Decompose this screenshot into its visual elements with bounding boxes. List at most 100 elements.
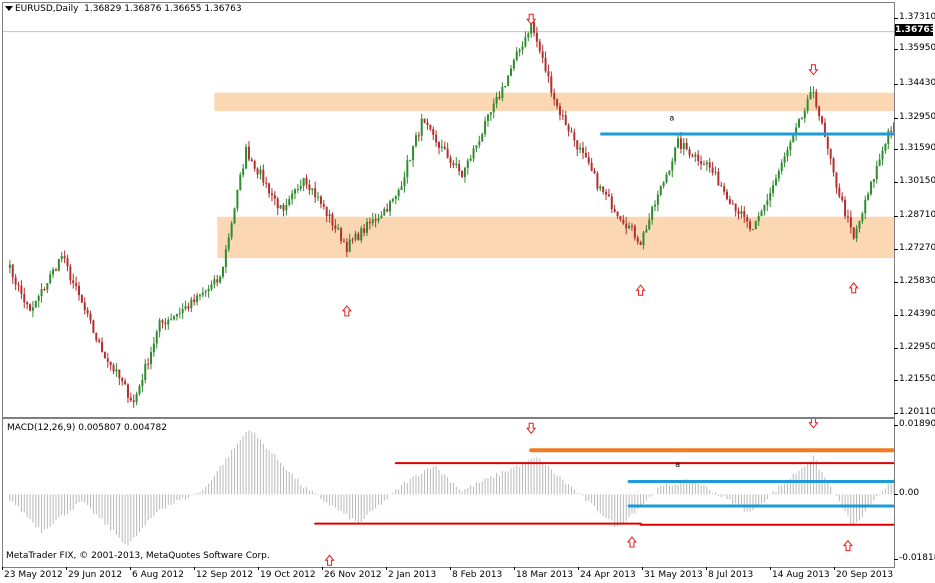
candle-body	[887, 130, 890, 144]
price-tick-label: 1.20110	[899, 407, 935, 417]
candle-body	[224, 249, 227, 268]
candle-body	[674, 147, 677, 162]
price-tick-label: 1.28710	[899, 209, 935, 220]
candle-body	[37, 296, 40, 301]
candle-body	[616, 211, 619, 217]
macd-tick-label: -0.018189	[899, 553, 935, 563]
macd-buy-arrow[interactable]	[324, 554, 335, 566]
macd-canvas[interactable]: a	[3, 419, 894, 567]
candle-body	[550, 76, 553, 94]
time-tick-label: 23 May 2012	[4, 570, 63, 580]
candle-body	[389, 201, 392, 212]
candle-body	[144, 363, 147, 380]
candle-body	[63, 256, 66, 259]
candle-body	[270, 193, 273, 196]
price-chart-canvas[interactable]: a	[3, 3, 894, 417]
buy-arrow[interactable]	[848, 282, 859, 294]
price-tick-label: 1.37310	[899, 12, 935, 22]
candle-body	[596, 173, 599, 189]
candle-body	[54, 269, 57, 271]
candle-body	[129, 397, 132, 401]
candle-body	[481, 134, 484, 142]
candle-body	[628, 225, 631, 229]
candle-body	[507, 75, 510, 86]
macd-sell-arrow[interactable]	[526, 422, 537, 435]
candle-body	[694, 154, 697, 157]
candle-body	[645, 229, 648, 233]
time-tick-label: 18 Mar 2013	[516, 570, 574, 580]
candle-body	[357, 233, 360, 241]
macd-values: 0.005807 0.004782	[78, 423, 167, 433]
candle-body	[475, 145, 478, 149]
candle-body	[285, 204, 288, 211]
candle-body	[52, 269, 55, 275]
macd-buy-arrow[interactable]	[842, 539, 854, 552]
candle-body	[772, 185, 775, 194]
candle-body	[193, 299, 196, 303]
candle-body	[789, 142, 792, 151]
time-tick-label: 29 Jun 2012	[68, 570, 123, 580]
candle-body	[512, 59, 515, 69]
triangle-down-icon[interactable]	[5, 6, 13, 11]
candle-body	[749, 221, 752, 230]
candle-body	[282, 205, 285, 211]
candle-body	[564, 115, 567, 126]
candle-body	[812, 91, 815, 93]
candle-body	[78, 285, 80, 296]
macd-tick-label: 0.00	[899, 488, 920, 499]
candle-body	[679, 138, 682, 149]
time-tick-label: 24 Apr 2013	[580, 570, 636, 580]
candle-body	[777, 171, 780, 179]
time-tick	[66, 567, 67, 570]
candle-body	[11, 264, 14, 278]
candle-body	[723, 186, 726, 192]
candle-body	[106, 358, 109, 362]
candle-body	[279, 205, 282, 209]
candle-body	[397, 189, 400, 197]
buy-arrow[interactable]	[635, 284, 646, 296]
candle-body	[132, 400, 135, 403]
candle-body	[342, 241, 345, 243]
candle-body	[414, 135, 417, 146]
sell-arrow[interactable]	[808, 64, 819, 76]
price-tick	[894, 84, 898, 86]
candle-body	[829, 148, 832, 159]
time-tick	[194, 567, 195, 570]
candle-body	[832, 158, 835, 173]
macd-buy-arrow[interactable]	[626, 536, 638, 548]
arrow-down-icon	[808, 64, 819, 76]
candle-body	[861, 213, 864, 222]
candle-body	[426, 122, 429, 126]
candle-body	[435, 134, 438, 143]
price-tick-label: 1.30150	[899, 176, 935, 187]
buy-arrow[interactable]	[341, 305, 352, 317]
candle-body	[308, 184, 311, 191]
candle-body	[535, 32, 538, 42]
sell-arrow[interactable]	[526, 13, 537, 26]
candle-body	[654, 204, 656, 207]
candle-body	[541, 51, 544, 58]
price-chart-panel[interactable]: a	[2, 2, 895, 418]
candle-body	[711, 167, 714, 173]
candle-body	[43, 289, 46, 291]
macd-label: MACD(12,26,9) 0.005807 0.004782	[7, 423, 167, 434]
candle-body	[239, 174, 242, 190]
candle-body	[89, 313, 92, 321]
candle-body	[256, 168, 259, 175]
candle-body	[14, 277, 17, 285]
time-tick-label: 26 Nov 2012	[324, 570, 382, 580]
candle-body	[40, 289, 43, 297]
candle-body	[423, 118, 426, 123]
candle-body	[792, 133, 795, 143]
candle-body	[501, 87, 504, 99]
candle-body	[386, 209, 389, 212]
macd-panel[interactable]: a	[2, 418, 895, 568]
macd-sell-arrow[interactable]	[808, 419, 819, 429]
candle-body	[728, 199, 731, 204]
candle-body	[305, 177, 308, 185]
candle-body	[391, 199, 394, 202]
candle-body	[348, 239, 351, 252]
candle-body	[769, 193, 772, 201]
candle-body	[504, 85, 507, 88]
candle-body	[780, 162, 783, 172]
